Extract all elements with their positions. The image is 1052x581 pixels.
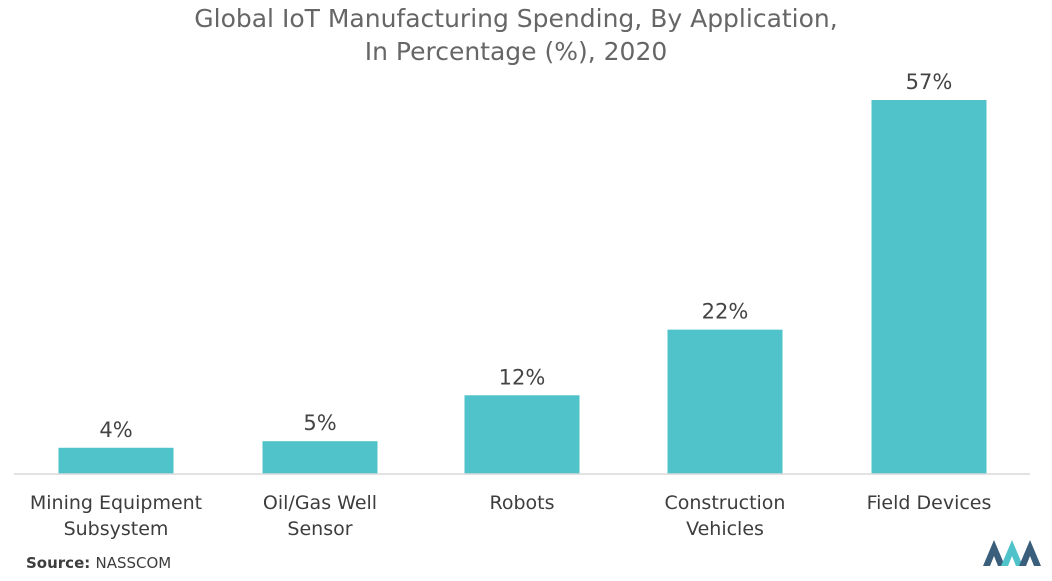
x-tick-label-4-line-0: Field Devices [867,492,992,514]
x-tick-label-3-line-1: Vehicles [686,518,764,540]
x-tick-label-2: Robots [489,492,554,514]
value-label-4: 57% [906,70,953,94]
mordor-intelligence-logo-icon [983,540,1041,566]
source-label: Source [26,554,84,572]
x-tick-label-0-line-0: Mining Equipment [30,492,202,514]
value-label-2: 12% [499,365,546,389]
x-tick-label-1-line-0: Oil/Gas Well [263,492,377,514]
source-note: Source: NASSCOM [26,554,171,572]
x-tick-label-4: Field Devices [867,492,992,514]
bar-2 [464,395,580,474]
chart-title-line-2: In Percentage (%), 2020 [365,37,668,66]
value-labels-group: 4% 5% 12% 22% 57% [99,70,952,442]
x-tick-label-3-line-0: Construction [665,492,786,514]
value-label-0: 4% [99,418,132,442]
bar-4 [871,100,987,474]
bars-group [58,100,987,474]
source-value: NASSCOM [95,554,171,572]
value-label-3: 22% [702,300,749,324]
bar-3 [667,329,783,474]
x-tick-label-1: Oil/Gas Well Sensor [263,492,377,540]
x-tick-label-0: Mining Equipment Subsystem [30,492,202,540]
bar-0 [58,447,174,474]
bar-1 [262,441,378,474]
x-tick-labels-group: Mining Equipment Subsystem Oil/Gas Well Sen… [30,492,992,540]
value-label-1: 5% [303,411,336,435]
x-tick-label-2-line-0: Robots [489,492,554,514]
x-tick-label-1-line-1: Sensor [287,518,352,540]
x-tick-label-3: Construction Vehicles [665,492,786,540]
x-tick-label-0-line-1: Subsystem [64,518,169,540]
chart-title-line-1: Global IoT Manufacturing Spending, By Ap… [194,4,837,33]
